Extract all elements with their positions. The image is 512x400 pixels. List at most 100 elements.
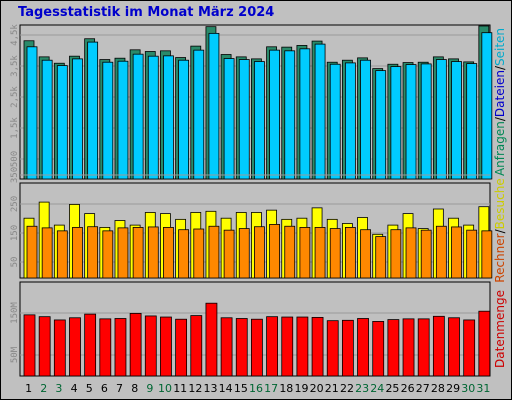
legend-label-part: Besuche (493, 178, 507, 229)
bottom-bar-datenmenge (448, 317, 460, 377)
top-legend-label: Anfragen/Dateien/Seiten (493, 28, 507, 176)
bottom-bar-datenmenge (478, 310, 491, 377)
middle-bar-rechner (435, 225, 447, 279)
middle-bar-rechner (390, 229, 402, 279)
top-bar-dateien (178, 59, 190, 180)
top-bar-dateien (223, 58, 235, 180)
day-label: 17 (264, 382, 278, 395)
day-label: 11 (173, 382, 187, 395)
day-label: 4 (71, 382, 78, 395)
top-bar-dateien (451, 61, 462, 180)
bottom-bar-datenmenge (53, 319, 66, 377)
day-label: 2 (40, 382, 47, 395)
top-bar-dateien (360, 59, 371, 180)
top-bar-dateien (390, 66, 402, 180)
bottom-bar-datenmenge (235, 318, 248, 377)
day-label: 14 (219, 382, 233, 395)
day-label: 12 (188, 382, 202, 395)
bottom-bar-datenmenge (311, 316, 324, 377)
top-bar-dateien (238, 59, 250, 180)
top-bar-dateien (193, 49, 205, 180)
bottom-bar-datenmenge (251, 318, 263, 377)
day-label: 13 (204, 382, 218, 395)
top-bar-dateien (72, 58, 83, 180)
middle-bar-rechner (132, 226, 144, 279)
day-label: 10 (158, 382, 172, 395)
middle-bar-rechner (360, 229, 371, 279)
top-bar-dateien (56, 65, 68, 180)
day-label: 19 (294, 382, 308, 395)
bottom-bar-datenmenge (432, 315, 445, 377)
legend-label-part: / (493, 116, 507, 121)
middle-bar-rechner (466, 229, 478, 279)
bottom-bar-datenmenge (84, 313, 97, 377)
middle-bar-rechner (375, 236, 387, 279)
bottom-bar-datenmenge (402, 318, 415, 377)
legend-label-part: Anfragen (493, 121, 507, 176)
middle-bar-rechner (420, 229, 432, 279)
middle-bar-rechner (254, 226, 265, 279)
top-bar-dateien (147, 55, 159, 180)
day-label: 9 (146, 382, 153, 395)
middle-bar-rechner (178, 229, 190, 279)
bottom-bar-datenmenge (205, 302, 218, 377)
top-bar-dateien (87, 41, 99, 180)
bottom-tick-label: 150M (10, 302, 20, 324)
top-tick-label: 4,5k (10, 24, 20, 46)
bottom-bar-datenmenge (372, 320, 385, 377)
middle-bar-rechner (163, 226, 174, 279)
chart-title: Tagesstatistik im Monat März 2024 (18, 5, 275, 20)
bottom-bar-datenmenge (326, 320, 339, 377)
day-label: 27 (416, 382, 430, 395)
top-bar-dateien (420, 63, 432, 180)
top-bar-dateien (435, 59, 447, 180)
day-label: 6 (101, 382, 108, 395)
day-label: 25 (385, 382, 399, 395)
top-bar-dateien (329, 63, 341, 180)
bottom-bar-datenmenge (281, 316, 294, 377)
bottom-bar-datenmenge (114, 318, 127, 377)
bottom-bar-datenmenge (23, 314, 36, 377)
middle-bar-rechner (117, 227, 129, 279)
top-tick-label: 1,5k (10, 117, 20, 139)
day-label: 23 (355, 382, 369, 395)
bottom-bar-datenmenge (296, 316, 309, 377)
middle-bar-rechner (223, 229, 235, 279)
middle-bar-rechner (344, 226, 356, 279)
day-label: 28 (431, 382, 445, 395)
day-label: 16 (249, 382, 263, 395)
top-bar-dateien (405, 64, 417, 180)
legend-label-part: / (493, 228, 507, 233)
bottom-bar-datenmenge (220, 317, 233, 377)
bottom-bar-datenmenge (357, 318, 369, 377)
middle-tick-label: 150 (10, 225, 20, 241)
day-label: 30 (461, 382, 475, 395)
bottom-bar-datenmenge (129, 312, 142, 377)
middle-bar-rechner (72, 226, 83, 279)
top-bar-dateien (254, 61, 265, 180)
middle-bar-rechner (405, 227, 417, 279)
middle-bar-rechner (238, 228, 250, 279)
middle-bar-rechner (41, 227, 53, 279)
bottom-bar-datenmenge (463, 319, 476, 377)
day-label: 20 (310, 382, 324, 395)
top-bar-dateien (314, 43, 326, 180)
top-tick-label: 3,5k (10, 55, 20, 77)
legend-label-part: Rechner (493, 233, 507, 282)
top-bar-dateien (102, 61, 114, 180)
top-bar-dateien (299, 48, 311, 180)
middle-bar-rechner (208, 225, 220, 279)
middle-bar-rechner (284, 225, 296, 279)
middle-bar-rechner (451, 226, 462, 279)
day-label: 3 (55, 382, 62, 395)
bottom-bar-datenmenge (175, 318, 188, 377)
top-bar-dateien (375, 70, 387, 180)
middle-bar-rechner (147, 226, 159, 279)
top-bar-dateien (132, 53, 144, 180)
top-bar-dateien (117, 60, 129, 180)
top-bar-dateien (284, 50, 296, 180)
middle-tick-label: 250 (10, 196, 20, 212)
day-label: 21 (325, 382, 339, 395)
middle-tick-label: 50 (10, 257, 20, 268)
